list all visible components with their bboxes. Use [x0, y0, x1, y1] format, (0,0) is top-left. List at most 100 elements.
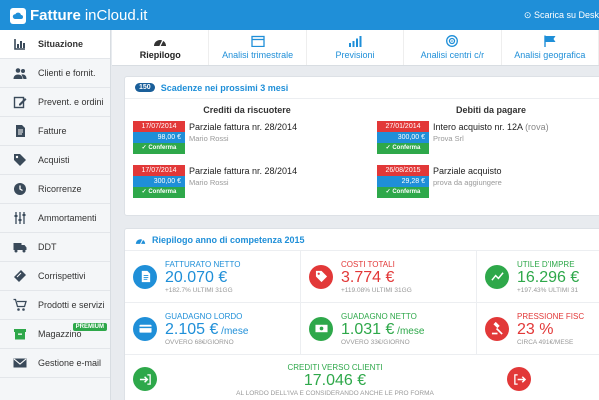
stat-label: FATTURATO NETTO: [165, 259, 241, 269]
confirm-button[interactable]: ✓ Conferma: [133, 187, 185, 198]
sidebar-item-prodotti[interactable]: Prodotti e servizi: [0, 291, 110, 320]
sidebar-item-label: Ammortamenti: [38, 213, 97, 223]
scadenze-header: 150 Scadenze nei prossimi 3 mesi: [125, 77, 599, 99]
entry-title[interactable]: Intero acquisto nr. 12A (rova): [433, 121, 549, 132]
sidebar-item-acquisti[interactable]: Acquisti: [0, 146, 110, 175]
sidebar-item-label: DDT: [38, 242, 57, 252]
tab-previsioni[interactable]: Previsioni: [307, 30, 405, 65]
stat-sub: +197.43% ULTIMI 31: [517, 286, 579, 294]
ticket-icon: [12, 268, 28, 284]
sidebar-item-situazione[interactable]: Situazione: [0, 30, 110, 59]
stat-label: GUADAGNO NETTO: [341, 311, 417, 321]
mail-icon: [12, 355, 28, 371]
entry-subject: Mario Rossi: [189, 178, 229, 187]
riepilogo-title: Riepilogo anno di competenza 2015: [152, 234, 305, 245]
stat-label: UTILE D'IMPRE: [517, 259, 575, 269]
list-item[interactable]: 17/07/2014 300,00 € ✓ Conferma Parziale …: [133, 165, 361, 198]
cash-icon: [309, 316, 333, 341]
tab-analisi-centri[interactable]: Analisi centri c/r: [404, 30, 502, 65]
stat-value: 16.296 €: [517, 268, 580, 286]
logo-text-light: inCloud.it: [84, 7, 148, 24]
stat-value: 2.105 €: [165, 320, 219, 338]
stat-pressione-fiscale[interactable]: PRESSIONE FISC 23 % CIRCA 491€/MESE: [477, 303, 599, 355]
logout-icon: [507, 367, 531, 391]
stat-label: GUADAGNO LORDO: [165, 311, 243, 321]
tab-label: Analisi geografica: [514, 50, 586, 60]
calendar-icon: [250, 35, 265, 47]
stat-value: 20.070 €: [165, 268, 228, 286]
sidebar-item-ricorrenze[interactable]: Ricorrenze: [0, 175, 110, 204]
app-logo[interactable]: Fatture inCloud.it: [10, 7, 147, 24]
tab-riepilogo[interactable]: Riepilogo: [112, 30, 210, 65]
stat-utile-impresa[interactable]: UTILE D'IMPRE 16.296 € +197.43% ULTIMI 3…: [477, 251, 599, 303]
stat-value: 23 %: [517, 320, 554, 338]
amount: 300,00 €: [133, 176, 185, 187]
entry-title[interactable]: Parziale fattura nr. 28/2014: [189, 122, 298, 132]
sidebar-item-ammortamenti[interactable]: Ammortamenti: [0, 204, 110, 233]
stat-sub: CIRCA 491€/MESE: [517, 338, 574, 346]
crediti-column: Crediti da riscuotere 17/07/2014 98,00 €…: [125, 99, 369, 215]
gavel-icon: [485, 316, 509, 341]
stat-sub: OVVERO 68€/GIORNO: [165, 338, 234, 346]
due-date: 27/01/2014: [377, 121, 429, 132]
list-item[interactable]: 17/07/2014 98,00 € ✓ Conferma Parziale f…: [133, 121, 361, 154]
sidebar-item-email[interactable]: Gestione e-mail: [0, 349, 110, 378]
list-item[interactable]: 26/08/2015 29,28 € ✓ Conferma Parziale a…: [377, 165, 599, 198]
stat-costi-totali[interactable]: COSTI TOTALI 3.774 € +119.08% ULTIMI 31G…: [301, 251, 477, 303]
confirm-button[interactable]: ✓ Conferma: [377, 143, 429, 154]
tab-analisi-trimestrale[interactable]: Analisi trimestrale: [209, 30, 307, 65]
sidebar-item-magazzino[interactable]: Magazzino PREMIUM: [0, 320, 110, 349]
entry-title-extra: (rova): [522, 122, 549, 132]
entry-title[interactable]: Parziale acquisto: [433, 166, 502, 176]
stat-unit: /mese: [218, 325, 249, 337]
tab-analisi-geografica[interactable]: Analisi geografica: [502, 30, 599, 65]
list-item[interactable]: 27/01/2014 300,00 € ✓ Conferma Intero ac…: [377, 121, 599, 154]
gauge-icon: [154, 39, 167, 47]
confirm-button[interactable]: ✓ Conferma: [133, 143, 185, 154]
entry-subject: Mario Rossi: [189, 134, 229, 143]
stat-sub: AL LORDO DELL'IVA E CONSIDERANDO ANCHE L…: [236, 390, 434, 397]
cart-icon: [12, 297, 28, 313]
sidebar-item-preventivi[interactable]: Prevent. e ordini: [0, 88, 110, 117]
premium-badge: PREMIUM: [72, 323, 107, 331]
stat-fatturato-netto[interactable]: FATTURATO NETTO 20.070 € +182.7% ULTIMI …: [125, 251, 301, 303]
sidebar-item-clienti[interactable]: Clienti e fornit.: [0, 59, 110, 88]
tag-icon: [309, 264, 333, 289]
sidebar: Situazione Clienti e fornit. Prevent. e …: [0, 30, 111, 400]
tab-bar: Riepilogo Analisi trimestrale Previsioni…: [112, 30, 599, 66]
sidebar-item-corrispettivi[interactable]: Corrispettivi: [0, 262, 110, 291]
clock-icon: [12, 181, 28, 197]
bars-icon: [349, 36, 362, 47]
sidebar-item-ddt[interactable]: DDT: [0, 233, 110, 262]
trend-icon: [485, 264, 509, 289]
due-date: 26/08/2015: [377, 165, 429, 176]
amount: 300,00 €: [377, 132, 429, 143]
gauge-icon: [135, 238, 146, 244]
due-date: 17/07/2014: [133, 165, 185, 176]
stat-guadagno-lordo[interactable]: GUADAGNO LORDO 2.105 € /mese OVVERO 68€/…: [125, 303, 301, 355]
document-icon: [12, 123, 28, 139]
cloud-icon: [10, 7, 26, 24]
debiti-title: Debiti da pagare: [455, 105, 527, 115]
stat-sub: OVVERO 33€/GIORNO: [341, 338, 410, 346]
debiti-column: Debiti da pagare 27/01/2014 300,00 € ✓ C…: [369, 99, 599, 215]
confirm-button[interactable]: ✓ Conferma: [377, 187, 429, 198]
stat-guadagno-netto[interactable]: GUADAGNO NETTO 1.031 € /mese OVVERO 33€/…: [301, 303, 477, 355]
stat-label: CREDITI VERSO CLIENTI: [287, 363, 383, 372]
truck-icon: [12, 239, 28, 255]
sidebar-item-label: Clienti e fornit.: [38, 68, 96, 78]
sidebar-item-label: Acquisti: [38, 155, 70, 165]
sidebar-item-fatture[interactable]: Fatture: [0, 117, 110, 146]
riepilogo-header: Riepilogo anno di competenza 2015: [125, 229, 599, 251]
download-desktop-link[interactable]: ⊙ Scarica su Desk: [523, 10, 599, 20]
edit-icon: [12, 94, 28, 110]
stat-crediti-clienti[interactable]: CREDITI VERSO CLIENTI 17.046 € AL LORDO …: [125, 355, 599, 400]
logo-text-bold: Fatture: [30, 7, 81, 24]
top-bar: Fatture inCloud.it ⊙ Scarica su Desk: [0, 0, 599, 30]
entry-title[interactable]: Parziale fattura nr. 28/2014: [189, 166, 298, 176]
sidebar-item-label: Gestione e-mail: [38, 358, 102, 368]
flag-icon: [544, 35, 556, 47]
sidebar-item-label: Fatture: [38, 126, 67, 136]
box-icon: [12, 326, 28, 342]
target-icon: [446, 35, 459, 47]
